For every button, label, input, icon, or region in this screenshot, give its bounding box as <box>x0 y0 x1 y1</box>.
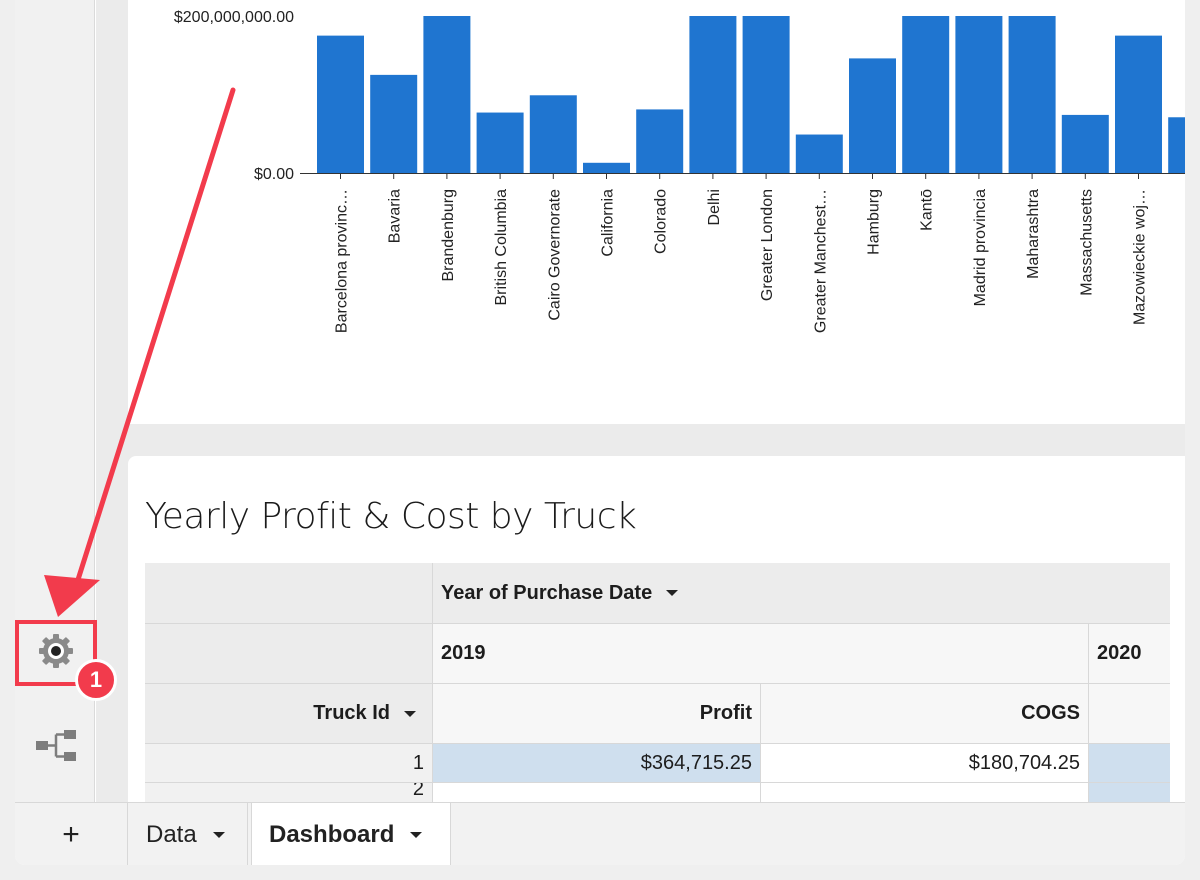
bar[interactable] <box>1168 117 1185 173</box>
bar[interactable] <box>742 16 790 173</box>
year-label: 2019 <box>441 642 486 664</box>
x-tick-label: Cairo Governorate <box>546 189 563 321</box>
x-tick-label: Brandenburg <box>440 189 457 282</box>
table-cell[interactable]: $180,704.25 <box>761 744 1089 783</box>
bar[interactable] <box>476 112 524 173</box>
pivot-table: Year of Purchase Date 2019 2020 Truck Id… <box>145 563 1170 802</box>
measure-label: COGS <box>1021 702 1080 724</box>
tab-dashboard-label: Dashboard <box>269 820 395 848</box>
year-header[interactable]: 2020 <box>1089 624 1170 684</box>
table-cell[interactable]: $364,715.25 <box>433 744 761 783</box>
column-group-header-label: Year of Purchase Date <box>441 581 653 604</box>
element-tree-button[interactable] <box>35 726 77 768</box>
x-tick-label: Colorado <box>653 189 670 254</box>
bar-chart-card[interactable]: $200,000,000.00 $0.00 Barcelona provinc… Ba… <box>128 0 1185 424</box>
x-tick-label: Kantō <box>919 189 936 231</box>
bar[interactable] <box>636 109 684 173</box>
table-cell[interactable] <box>1089 744 1170 783</box>
page-tab-bar: + Data Dashboard <box>15 802 1185 865</box>
x-tick-label: Massachusetts <box>1078 189 1095 296</box>
truck-id: 2 <box>412 783 424 800</box>
y-tick-label: $200,000,000.00 <box>174 9 294 26</box>
x-tick-label: Bavaria <box>387 189 404 243</box>
x-tick-label: Hamburg <box>866 189 883 255</box>
truck-id: 1 <box>412 751 424 774</box>
measure-header[interactable]: Profit <box>433 684 761 744</box>
bar[interactable] <box>1008 16 1056 173</box>
tab-data[interactable]: Data <box>128 803 248 865</box>
table-row-label: 2 <box>145 783 433 802</box>
bar-chart: $200,000,000.00 $0.00 Barcelona provinc… Ba… <box>174 9 1185 333</box>
bar[interactable] <box>902 16 950 173</box>
step-badge: 1 <box>75 659 117 701</box>
table-cell[interactable] <box>761 783 1089 802</box>
bar[interactable] <box>370 74 418 173</box>
measure-label: Profit <box>699 702 752 724</box>
x-tick-label: Greater Manchest… <box>812 189 829 333</box>
bar[interactable] <box>423 16 471 173</box>
tab-dashboard[interactable]: Dashboard <box>251 803 451 865</box>
table-title: Yearly Profit & Cost by Truck <box>145 496 637 537</box>
pivot-corner <box>145 624 433 684</box>
tab-data-label: Data <box>146 820 197 848</box>
x-tick-label: Madrid provincia <box>972 189 989 306</box>
profit-value: $364,715.25 <box>640 751 752 774</box>
tree-icon <box>35 724 77 771</box>
row-header[interactable]: Truck Id <box>145 684 433 744</box>
measure-header[interactable]: COGS <box>761 684 1089 744</box>
measure-header[interactable] <box>1089 684 1170 744</box>
bar[interactable] <box>689 16 737 173</box>
x-tick-label: Mazowieckie woj… <box>1132 189 1149 325</box>
chevron-down-icon[interactable] <box>666 590 679 596</box>
bar[interactable] <box>1115 35 1162 173</box>
y-tick-label: $0.00 <box>254 166 294 183</box>
bar[interactable] <box>1061 114 1109 173</box>
settings-button[interactable] <box>15 620 97 686</box>
chevron-down-icon[interactable] <box>404 710 416 717</box>
gear-icon <box>36 631 76 676</box>
row-header-label: Truck Id <box>313 702 390 724</box>
bar[interactable] <box>849 58 896 173</box>
column-group-header[interactable]: Year of Purchase Date <box>433 563 1170 624</box>
plus-icon: + <box>62 817 80 851</box>
cogs-value: $180,704.25 <box>968 751 1080 774</box>
x-tick-label: Barcelona provinc… <box>334 189 351 333</box>
bar[interactable] <box>583 162 630 173</box>
year-label: 2020 <box>1097 642 1142 664</box>
bar[interactable] <box>955 16 1003 173</box>
x-tick-label: Maharashtra <box>1025 189 1042 279</box>
x-tick-label: Greater London <box>759 189 776 301</box>
chevron-down-icon[interactable] <box>410 831 423 838</box>
table-row-label: 1 <box>145 744 433 783</box>
table-cell[interactable] <box>433 783 761 802</box>
bar[interactable] <box>795 134 843 173</box>
year-header[interactable]: 2019 <box>433 624 1089 684</box>
bar[interactable] <box>529 95 577 173</box>
x-tick-label: Delhi <box>706 189 723 225</box>
x-tick-label: California <box>600 189 617 257</box>
x-tick-label: British Columbia <box>493 189 510 306</box>
add-page-button[interactable]: + <box>15 803 128 865</box>
table-cell[interactable] <box>1089 783 1170 802</box>
pivot-corner <box>145 563 433 624</box>
bar[interactable] <box>317 35 364 173</box>
chevron-down-icon[interactable] <box>212 831 225 838</box>
